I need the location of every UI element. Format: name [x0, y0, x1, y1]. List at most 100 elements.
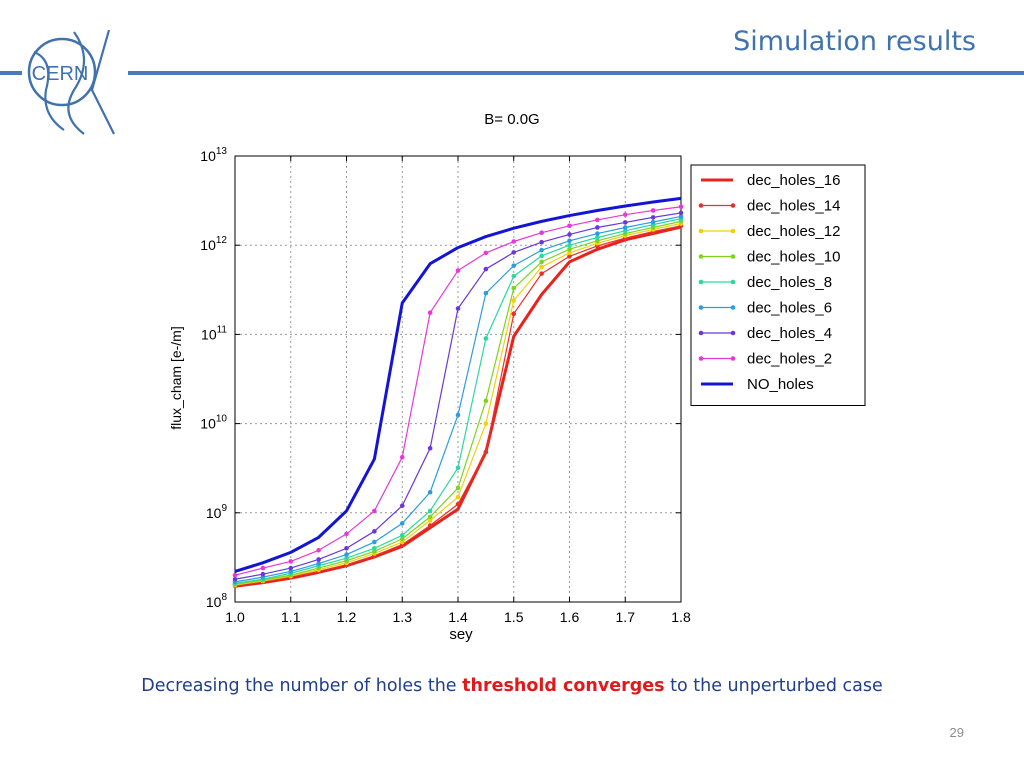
data-point-dec_holes_10: [595, 238, 600, 244]
data-point-dec_holes_2: [399, 454, 405, 460]
data-point-dec_holes_14: [483, 449, 489, 455]
data-point-dec_holes_8: [372, 545, 377, 551]
data-point-dec_holes_4: [483, 266, 489, 272]
legend-marker: [730, 330, 736, 336]
y-tick-base: 10: [206, 594, 222, 610]
data-point-dec_holes_14: [567, 254, 572, 259]
data-point-dec_holes_6: [344, 552, 349, 557]
series-lines: [232, 196, 684, 589]
data-point-dec_holes_12: [567, 250, 572, 256]
data-point-dec_holes_8: [539, 253, 544, 259]
legend: dec_holes_16 dec_holes_14 dec_holes_12 dec_…: [690, 164, 866, 406]
data-point-dec_holes_4: [650, 215, 656, 220]
data-point-dec_holes_12: [539, 264, 544, 270]
data-point-dec_holes_8: [399, 532, 405, 538]
data-point-dec_holes_4: [567, 232, 572, 237]
y-tick-label: 1012: [200, 235, 227, 253]
flux-chart: B= 0.0G 1.0 1.1 1.2 1.3 1.4 1.5 1.6 1.7 1.810810…: [168, 111, 866, 643]
x-tick-label: 1.2: [337, 609, 357, 625]
data-point-dec_holes_6: [511, 263, 517, 268]
data-point-dec_holes_14: [455, 501, 461, 507]
cern-logo: CERN: [27, 30, 115, 135]
data-point-dec_holes_4: [399, 503, 405, 509]
data-point-dec_holes_2: [567, 223, 572, 229]
data-point-dec_holes_4: [511, 250, 517, 255]
y-tick-label: 108: [206, 592, 228, 610]
header-rule-left: [0, 71, 22, 75]
data-point-dec_holes_6: [678, 214, 684, 219]
data-point-dec_holes_4: [288, 565, 294, 571]
logo-text: CERN: [32, 63, 89, 85]
y-tick-label: 109: [206, 503, 228, 521]
legend-label-dec_holes_6: dec_holes_6: [747, 300, 832, 317]
data-point-dec_holes_4: [539, 239, 544, 245]
legend-marker: [730, 356, 736, 361]
data-point-dec_holes_8: [511, 273, 517, 279]
data-point-dec_holes_2: [483, 250, 489, 256]
data-point-dec_holes_2: [511, 239, 517, 244]
legend-marker: [730, 279, 736, 285]
data-point-dec_holes_2: [316, 547, 321, 553]
data-point-dec_holes_6: [539, 247, 544, 253]
x-tick-label: 1.1: [281, 609, 301, 625]
data-point-dec_holes_14: [539, 271, 544, 276]
data-point-dec_holes_6: [622, 225, 628, 230]
x-tick-label: 1.4: [448, 609, 468, 625]
data-point-dec_holes_6: [427, 489, 433, 495]
data-point-dec_holes_8: [567, 242, 572, 248]
data-point-dec_holes_12: [399, 539, 405, 545]
data-point-dec_holes_8: [483, 336, 489, 341]
data-point-dec_holes_4: [455, 306, 461, 311]
x-tick-label: 1.7: [616, 609, 636, 625]
chart-title: B= 0.0G: [484, 111, 539, 128]
data-point-dec_holes_4: [232, 576, 238, 582]
data-point-dec_holes_4: [427, 445, 433, 451]
data-point-dec_holes_6: [288, 569, 294, 574]
data-point-dec_holes_6: [399, 521, 405, 526]
legend-label-dec_holes_12: dec_holes_12: [747, 223, 840, 240]
data-point-dec_holes_4: [372, 529, 377, 534]
legend-label-dec_holes_2: dec_holes_2: [747, 351, 832, 368]
legend-marker: [698, 228, 704, 234]
caption: Decreasing the number of holes the thres…: [0, 676, 1024, 696]
y-tick-base: 10: [200, 416, 216, 432]
y-tick-base: 10: [206, 505, 222, 521]
data-point-dec_holes_10: [455, 485, 461, 491]
legend-marker: [698, 356, 704, 361]
legend-label-dec_holes_14: dec_holes_14: [747, 198, 840, 215]
data-point-dec_holes_4: [344, 545, 349, 551]
legend-marker: [730, 305, 736, 310]
legend-marker: [698, 279, 704, 285]
data-point-dec_holes_2: [650, 208, 656, 213]
y-tick-label: 1010: [200, 414, 227, 432]
y-tick-label: 1013: [200, 146, 227, 164]
legend-marker: [730, 254, 736, 259]
data-point-dec_holes_8: [344, 555, 349, 561]
y-tick-exponent: 9: [221, 503, 227, 514]
y-tick-exponent: 13: [216, 146, 228, 157]
data-point-dec_holes_8: [427, 508, 433, 514]
x-tick-label: 1.3: [393, 609, 413, 625]
header-rule: [128, 71, 1024, 75]
page-number: 29: [949, 725, 964, 740]
data-point-dec_holes_6: [455, 412, 461, 418]
data-point-dec_holes_10: [483, 398, 489, 404]
data-point-dec_holes_2: [288, 559, 294, 564]
data-point-dec_holes_2: [595, 217, 600, 223]
data-point-dec_holes_14: [511, 311, 517, 317]
data-point-dec_holes_8: [595, 235, 600, 240]
y-tick-base: 10: [200, 237, 216, 253]
data-point-dec_holes_6: [567, 238, 572, 244]
data-point-dec_holes_2: [372, 508, 377, 514]
caption-post: to the unperturbed case: [664, 676, 883, 696]
data-point-dec_holes_12: [511, 298, 517, 303]
data-point-dec_holes_2: [260, 565, 266, 571]
data-point-dec_holes_14: [427, 523, 433, 528]
y-tick-exponent: 12: [216, 235, 228, 246]
data-point-dec_holes_4: [316, 557, 321, 562]
series-line-dec_holes_16: [234, 225, 682, 588]
legend-marker: [698, 305, 704, 310]
data-point-dec_holes_12: [483, 421, 489, 426]
legend-marker: [730, 228, 736, 234]
series-line-NO_holes: [234, 196, 682, 573]
